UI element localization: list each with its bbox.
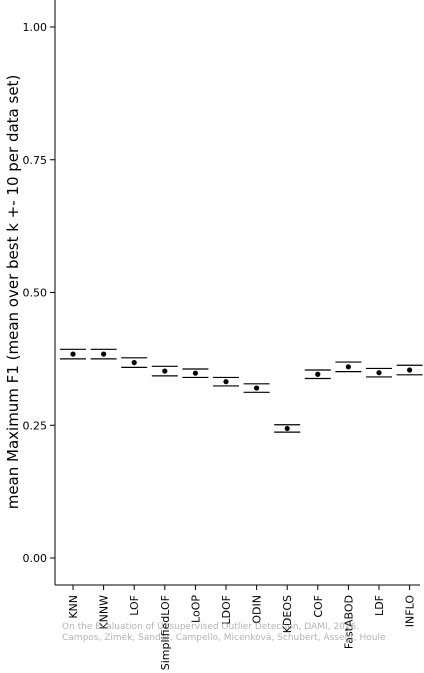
mean-point (376, 370, 382, 376)
mean-point (131, 359, 137, 366)
x-tick-label: KDEOS (281, 595, 294, 633)
error-bar-lof (121, 357, 148, 368)
watermark-line-1: On the Evaluation of Unsupervised Outlie… (62, 622, 359, 632)
error-bar-ldf (366, 367, 392, 378)
mean-point (223, 379, 229, 385)
mean-point (284, 425, 290, 432)
x-tick-label: LoOP (189, 595, 202, 623)
watermark-line-2: Campos, Zimek, Sander, Campello, Micenko… (62, 633, 386, 643)
x-tick-label: KNN (67, 595, 80, 619)
error-bar-cof (304, 369, 331, 380)
error-bar-simplifiedlof (151, 365, 178, 377)
citation-watermark: On the Evaluation of Unsupervised Outlie… (62, 622, 386, 643)
x-tick-label: SimplifiedLOF (159, 595, 172, 670)
y-axis-label: mean Maximum F1 (mean over best k +- 10 … (4, 75, 22, 510)
y-tick-label: 0.25 (23, 419, 48, 432)
mean-point (345, 364, 351, 370)
error-bar-ldof (213, 376, 239, 387)
x-tick-label: ODIN (251, 595, 264, 624)
mean-point (192, 370, 198, 376)
error-bar-odin (243, 383, 270, 393)
x-axis: KNN KNNW LOF SimplifiedLOF LoOP LDOF ODIN KDEOS… (55, 584, 420, 670)
mean-point (70, 351, 76, 357)
mean-point (162, 368, 168, 374)
x-tick-label: INFLO (404, 595, 417, 628)
error-bar-loop (182, 368, 209, 379)
error-bar-kdeos (274, 424, 301, 433)
error-bar-inflo (396, 364, 423, 376)
x-tick-label: LOF (128, 595, 141, 616)
x-tick-label: LDF (373, 595, 386, 616)
mean-point (254, 385, 260, 391)
error-bar-fastabod (335, 361, 362, 373)
y-axis: 0.00 0.25 0.50 0.75 1.00 (23, 0, 56, 585)
y-tick-label: 0.00 (23, 552, 48, 565)
mean-point (315, 371, 321, 377)
y-tick-label: 1.00 (23, 21, 48, 34)
x-tick-label: LDOF (220, 595, 233, 625)
error-bar-knnw (90, 348, 117, 360)
mean-point (407, 367, 413, 373)
y-tick-label: 0.75 (23, 154, 48, 167)
error-bar-knn (60, 348, 86, 360)
mean-point (101, 351, 107, 357)
x-tick-label: FastABOD (342, 595, 355, 649)
x-tick-label: KNNW (98, 595, 111, 630)
error-bars (60, 348, 423, 433)
x-tick-label: COF (312, 595, 325, 618)
y-tick-label: 0.50 (23, 287, 48, 300)
